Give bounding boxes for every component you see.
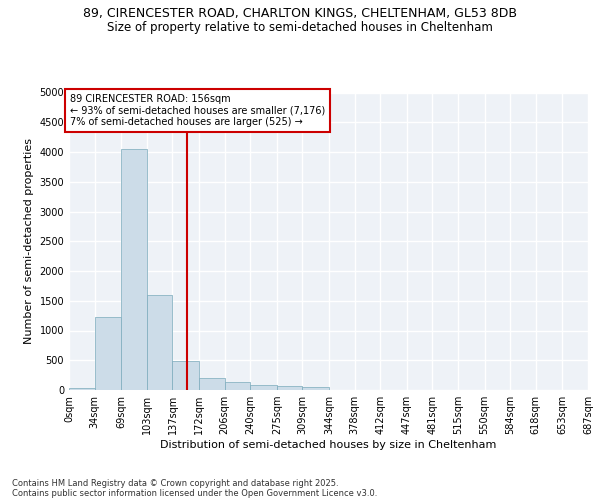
Text: Contains public sector information licensed under the Open Government Licence v3: Contains public sector information licen…	[12, 488, 377, 498]
Text: 89 CIRENCESTER ROAD: 156sqm
← 93% of semi-detached houses are smaller (7,176)
7%: 89 CIRENCESTER ROAD: 156sqm ← 93% of sem…	[70, 94, 325, 128]
Bar	[69, 388, 95, 390]
Bar	[250, 384, 277, 390]
Bar	[121, 149, 147, 390]
Bar	[172, 362, 199, 390]
Bar	[147, 295, 172, 390]
Text: Size of property relative to semi-detached houses in Cheltenham: Size of property relative to semi-detach…	[107, 22, 493, 35]
Bar	[302, 386, 329, 390]
Text: Contains HM Land Registry data © Crown copyright and database right 2025.: Contains HM Land Registry data © Crown c…	[12, 478, 338, 488]
Bar	[224, 382, 250, 390]
Bar	[277, 386, 302, 390]
Text: 89, CIRENCESTER ROAD, CHARLTON KINGS, CHELTENHAM, GL53 8DB: 89, CIRENCESTER ROAD, CHARLTON KINGS, CH…	[83, 8, 517, 20]
Bar	[199, 378, 224, 390]
X-axis label: Distribution of semi-detached houses by size in Cheltenham: Distribution of semi-detached houses by …	[160, 440, 497, 450]
Bar	[95, 318, 121, 390]
Y-axis label: Number of semi-detached properties: Number of semi-detached properties	[24, 138, 34, 344]
